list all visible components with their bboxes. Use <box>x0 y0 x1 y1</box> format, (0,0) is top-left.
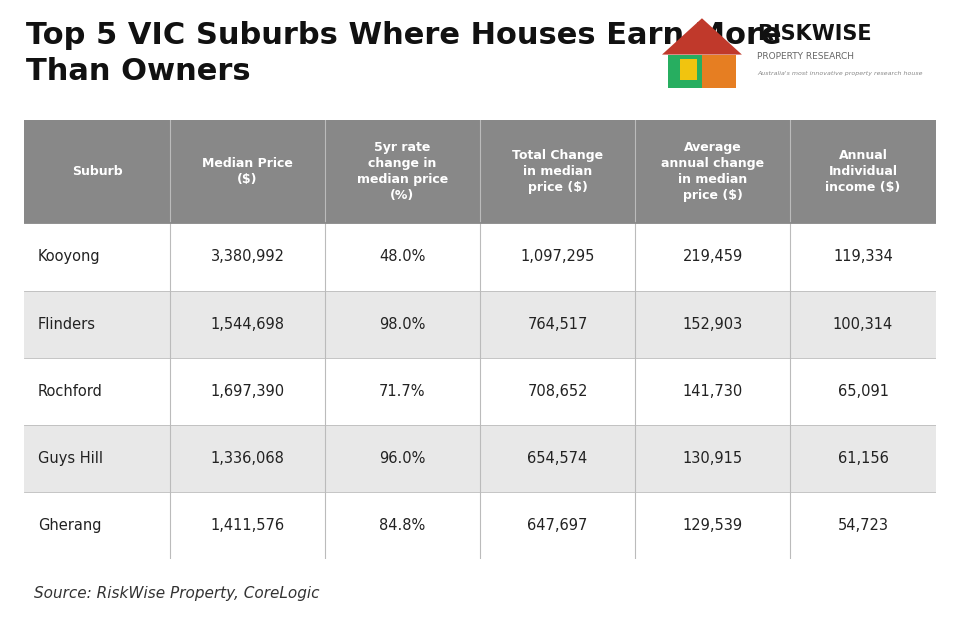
Text: Average
annual change
in median
price ($): Average annual change in median price ($… <box>661 141 764 202</box>
Bar <box>24 291 936 358</box>
Text: 1,697,390: 1,697,390 <box>210 384 284 399</box>
Text: 1,097,295: 1,097,295 <box>520 250 594 264</box>
Text: 61,156: 61,156 <box>838 451 888 466</box>
Text: RISKWISE: RISKWISE <box>757 23 872 44</box>
Text: Suburb: Suburb <box>72 165 122 178</box>
Text: 65,091: 65,091 <box>837 384 889 399</box>
Text: 708,652: 708,652 <box>527 384 588 399</box>
Text: 119,334: 119,334 <box>833 250 893 264</box>
Text: Total Change
in median
price ($): Total Change in median price ($) <box>512 149 603 194</box>
Text: 129,539: 129,539 <box>683 518 743 533</box>
Bar <box>24 120 936 223</box>
Text: 71.7%: 71.7% <box>379 384 425 399</box>
Text: PROPERTY RESEARCH: PROPERTY RESEARCH <box>757 52 854 61</box>
Text: 100,314: 100,314 <box>833 317 893 332</box>
Text: 5yr rate
change in
median price
(%): 5yr rate change in median price (%) <box>357 141 448 202</box>
Text: 1,336,068: 1,336,068 <box>210 451 284 466</box>
Text: Median Price
($): Median Price ($) <box>202 157 293 186</box>
Text: 1,544,698: 1,544,698 <box>210 317 284 332</box>
Text: 219,459: 219,459 <box>683 250 743 264</box>
Text: 1,411,576: 1,411,576 <box>210 518 284 533</box>
Text: 764,517: 764,517 <box>527 317 588 332</box>
Bar <box>24 492 936 559</box>
Polygon shape <box>681 59 697 80</box>
Text: 96.0%: 96.0% <box>379 451 425 466</box>
Text: 48.0%: 48.0% <box>379 250 425 264</box>
Polygon shape <box>702 54 735 88</box>
Text: Flinders: Flinders <box>37 317 96 332</box>
Text: 3,380,992: 3,380,992 <box>210 250 284 264</box>
Text: Kooyong: Kooyong <box>37 250 100 264</box>
Bar <box>24 425 936 492</box>
Text: Rochford: Rochford <box>37 384 103 399</box>
Text: Guys Hill: Guys Hill <box>37 451 103 466</box>
Text: Annual
Individual
income ($): Annual Individual income ($) <box>826 149 900 194</box>
Text: Source: RiskWise Property, CoreLogic: Source: RiskWise Property, CoreLogic <box>34 586 319 600</box>
Text: 647,697: 647,697 <box>527 518 588 533</box>
Text: 54,723: 54,723 <box>837 518 889 533</box>
Text: 654,574: 654,574 <box>527 451 588 466</box>
Polygon shape <box>668 54 702 88</box>
Text: 130,915: 130,915 <box>683 451 743 466</box>
Text: 152,903: 152,903 <box>683 317 743 332</box>
Text: Gherang: Gherang <box>37 518 101 533</box>
Bar <box>24 358 936 425</box>
Polygon shape <box>662 18 742 54</box>
Text: 141,730: 141,730 <box>683 384 743 399</box>
Bar <box>24 223 936 291</box>
Text: Australia's most innovative property research house: Australia's most innovative property res… <box>757 71 923 76</box>
Text: 84.8%: 84.8% <box>379 518 425 533</box>
Text: 98.0%: 98.0% <box>379 317 425 332</box>
Text: Top 5 VIC Suburbs Where Houses Earn More
Than Owners: Top 5 VIC Suburbs Where Houses Earn More… <box>26 21 781 87</box>
